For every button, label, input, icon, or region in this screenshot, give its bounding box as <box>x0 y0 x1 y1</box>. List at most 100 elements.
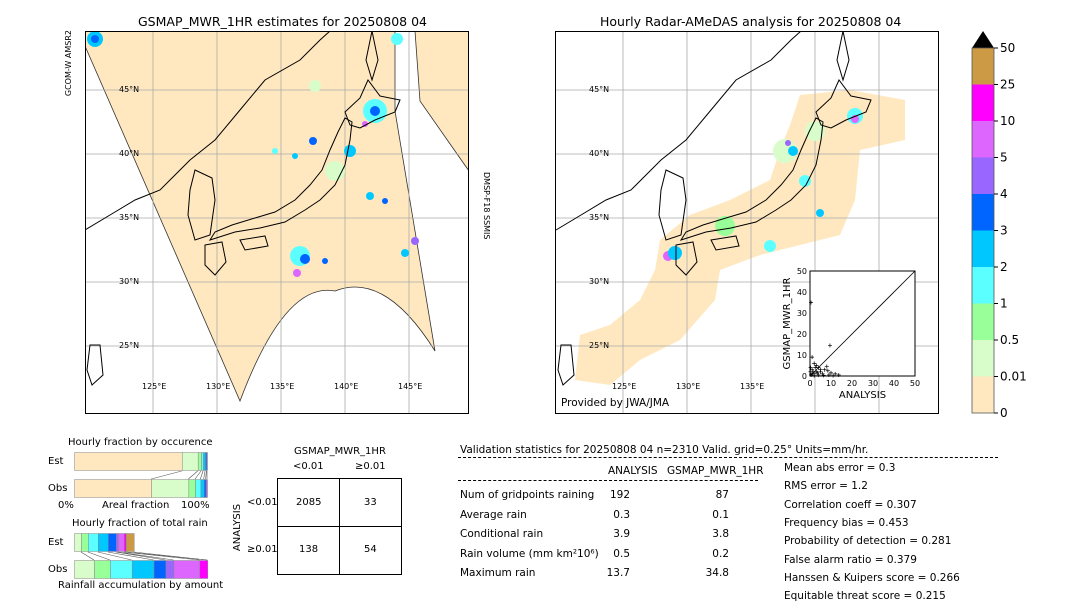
est-label: Est <box>48 537 64 548</box>
scatter-point <box>833 371 838 376</box>
scatter-point <box>826 372 831 377</box>
contingency-col-title: GSMAP_MWR_1HR <box>294 446 386 457</box>
bar-segment <box>205 479 208 498</box>
bar-segment <box>181 452 199 471</box>
colorbar-tick-label: 0 <box>1000 406 1008 420</box>
x-tick-label: 30 <box>868 379 878 388</box>
bar-segment <box>116 533 119 552</box>
colorbar-segment <box>972 194 994 231</box>
tick-0: 0% <box>58 500 74 511</box>
stat-value: 0.1 <box>712 508 729 521</box>
right-map-title: Hourly Radar-AMeDAS analysis for 2025080… <box>600 14 902 29</box>
stat-value: 3.8 <box>712 528 729 540</box>
bar-segment <box>88 533 99 552</box>
lat-label: 45°N <box>119 85 140 94</box>
colorbar-segment <box>972 267 994 304</box>
left-map <box>85 31 469 414</box>
colorbar-segment <box>972 230 994 267</box>
score-line: Mean abs error = 0.3 <box>784 462 896 474</box>
cell-hit-none: 2085 <box>296 497 322 508</box>
connector-line <box>80 551 95 561</box>
bar-segment <box>131 560 155 579</box>
score-line: RMS error = 1.2 <box>784 480 868 493</box>
scatter-point <box>818 369 823 374</box>
x-tick-label: 0 <box>807 379 812 388</box>
stat-value: 3.9 <box>613 528 630 540</box>
y-tick-label: 10 <box>797 351 807 360</box>
colorbar-tick-label: 3 <box>1000 224 1008 238</box>
stats-header: Validation statistics for 20250808 04 n=… <box>460 444 869 456</box>
bar-segment <box>203 452 206 471</box>
swath-2 <box>414 31 469 172</box>
lon-label: 125°E <box>142 382 167 391</box>
bar-segment <box>173 560 201 579</box>
lat-label: 35°N <box>119 213 140 222</box>
x-tick-label: 40 <box>889 379 899 388</box>
lat-label: 30°N <box>589 277 610 286</box>
colorbar-tick-label: 0.5 <box>1000 333 1019 347</box>
colorbar-segment <box>972 303 994 340</box>
left-sensor-label: GCOM-W AMSR2 <box>64 30 73 97</box>
stat-value: 0.3 <box>613 508 630 521</box>
colorbar-tick-label: 0.01 <box>1000 370 1027 384</box>
x-tick-label: 50 <box>910 379 920 388</box>
scatter-point <box>812 373 817 378</box>
stat-label: Rain volume (mm km²10⁶) <box>460 547 599 560</box>
col-label: ≥0.01 <box>355 461 386 472</box>
lat-label: 40°N <box>119 149 140 158</box>
cell-miss: 138 <box>299 544 319 555</box>
bar-segment <box>199 560 209 579</box>
y-tick-label: 20 <box>797 330 807 339</box>
score-line: Correlation coeff = 0.307 <box>784 498 917 511</box>
analysis-domain <box>575 90 905 385</box>
occurrence-xlabel: Areal fraction <box>102 500 170 511</box>
stat-value: 13.7 <box>606 567 630 579</box>
occurrence-bars <box>74 452 208 498</box>
colorbar-tick-label: 25 <box>1000 78 1015 92</box>
scatter-point <box>808 365 813 370</box>
score-line: Hanssen & Kuipers score = 0.266 <box>784 571 960 584</box>
bar-segment <box>195 479 202 498</box>
stat-value: 192 <box>609 489 630 501</box>
credit-text: Provided by JWA/JMA <box>561 397 670 409</box>
connector-line <box>188 470 198 480</box>
lat-label: 25°N <box>589 341 610 350</box>
scatter-point <box>831 373 836 378</box>
lat-label: 40°N <box>589 149 610 158</box>
colorbar-segment <box>972 84 994 121</box>
left-map-title: GSMAP_MWR_1HR estimates for 20250808 04 <box>138 14 427 29</box>
scatter-point <box>822 367 827 372</box>
lat-label: 45°N <box>589 85 610 94</box>
colorbar-tick-label: 5 <box>1000 151 1008 165</box>
colorbar-segment <box>972 121 994 158</box>
bar-segment <box>203 479 207 498</box>
score-line: False alarm ratio = 0.379 <box>784 553 917 566</box>
diagonal-line <box>809 270 916 377</box>
bar-segment <box>165 560 175 579</box>
scatter-point <box>809 300 814 305</box>
bar-segment <box>206 452 208 471</box>
scatter-point <box>808 369 813 374</box>
lon-label: 135°E <box>740 382 765 391</box>
scatter-inset: 00 10 10 20 20 30 30 40 40 50 50 ANALYSIS GSMAP_MWR_… <box>782 267 920 401</box>
scatter-point <box>810 355 815 360</box>
y-axis-label: GSMAP_MWR_1HR <box>782 278 793 370</box>
stat-value: 0.2 <box>712 547 729 560</box>
scatter-point <box>810 367 815 372</box>
occurrence-title: Hourly fraction by occurence <box>68 437 213 448</box>
rain-title: Hourly fraction of total rain <box>72 518 208 529</box>
connector-line <box>194 470 202 480</box>
stat-label: Conditional rain <box>460 528 544 540</box>
rain-xlabel: Rainfall accumulation by amount <box>58 580 224 591</box>
x-tick-label: 20 <box>847 379 857 388</box>
scatter-point <box>825 368 830 373</box>
colorbar-tick-label: 1 <box>1000 297 1008 311</box>
bar-segment <box>110 560 133 579</box>
bar-segment <box>125 533 135 552</box>
connector-line <box>200 470 204 480</box>
bar-segment <box>94 560 111 579</box>
y-tick-label: 40 <box>797 288 807 297</box>
connector-line <box>133 551 208 561</box>
bar-segment <box>81 533 89 552</box>
lon-label: 125°E <box>612 382 637 391</box>
